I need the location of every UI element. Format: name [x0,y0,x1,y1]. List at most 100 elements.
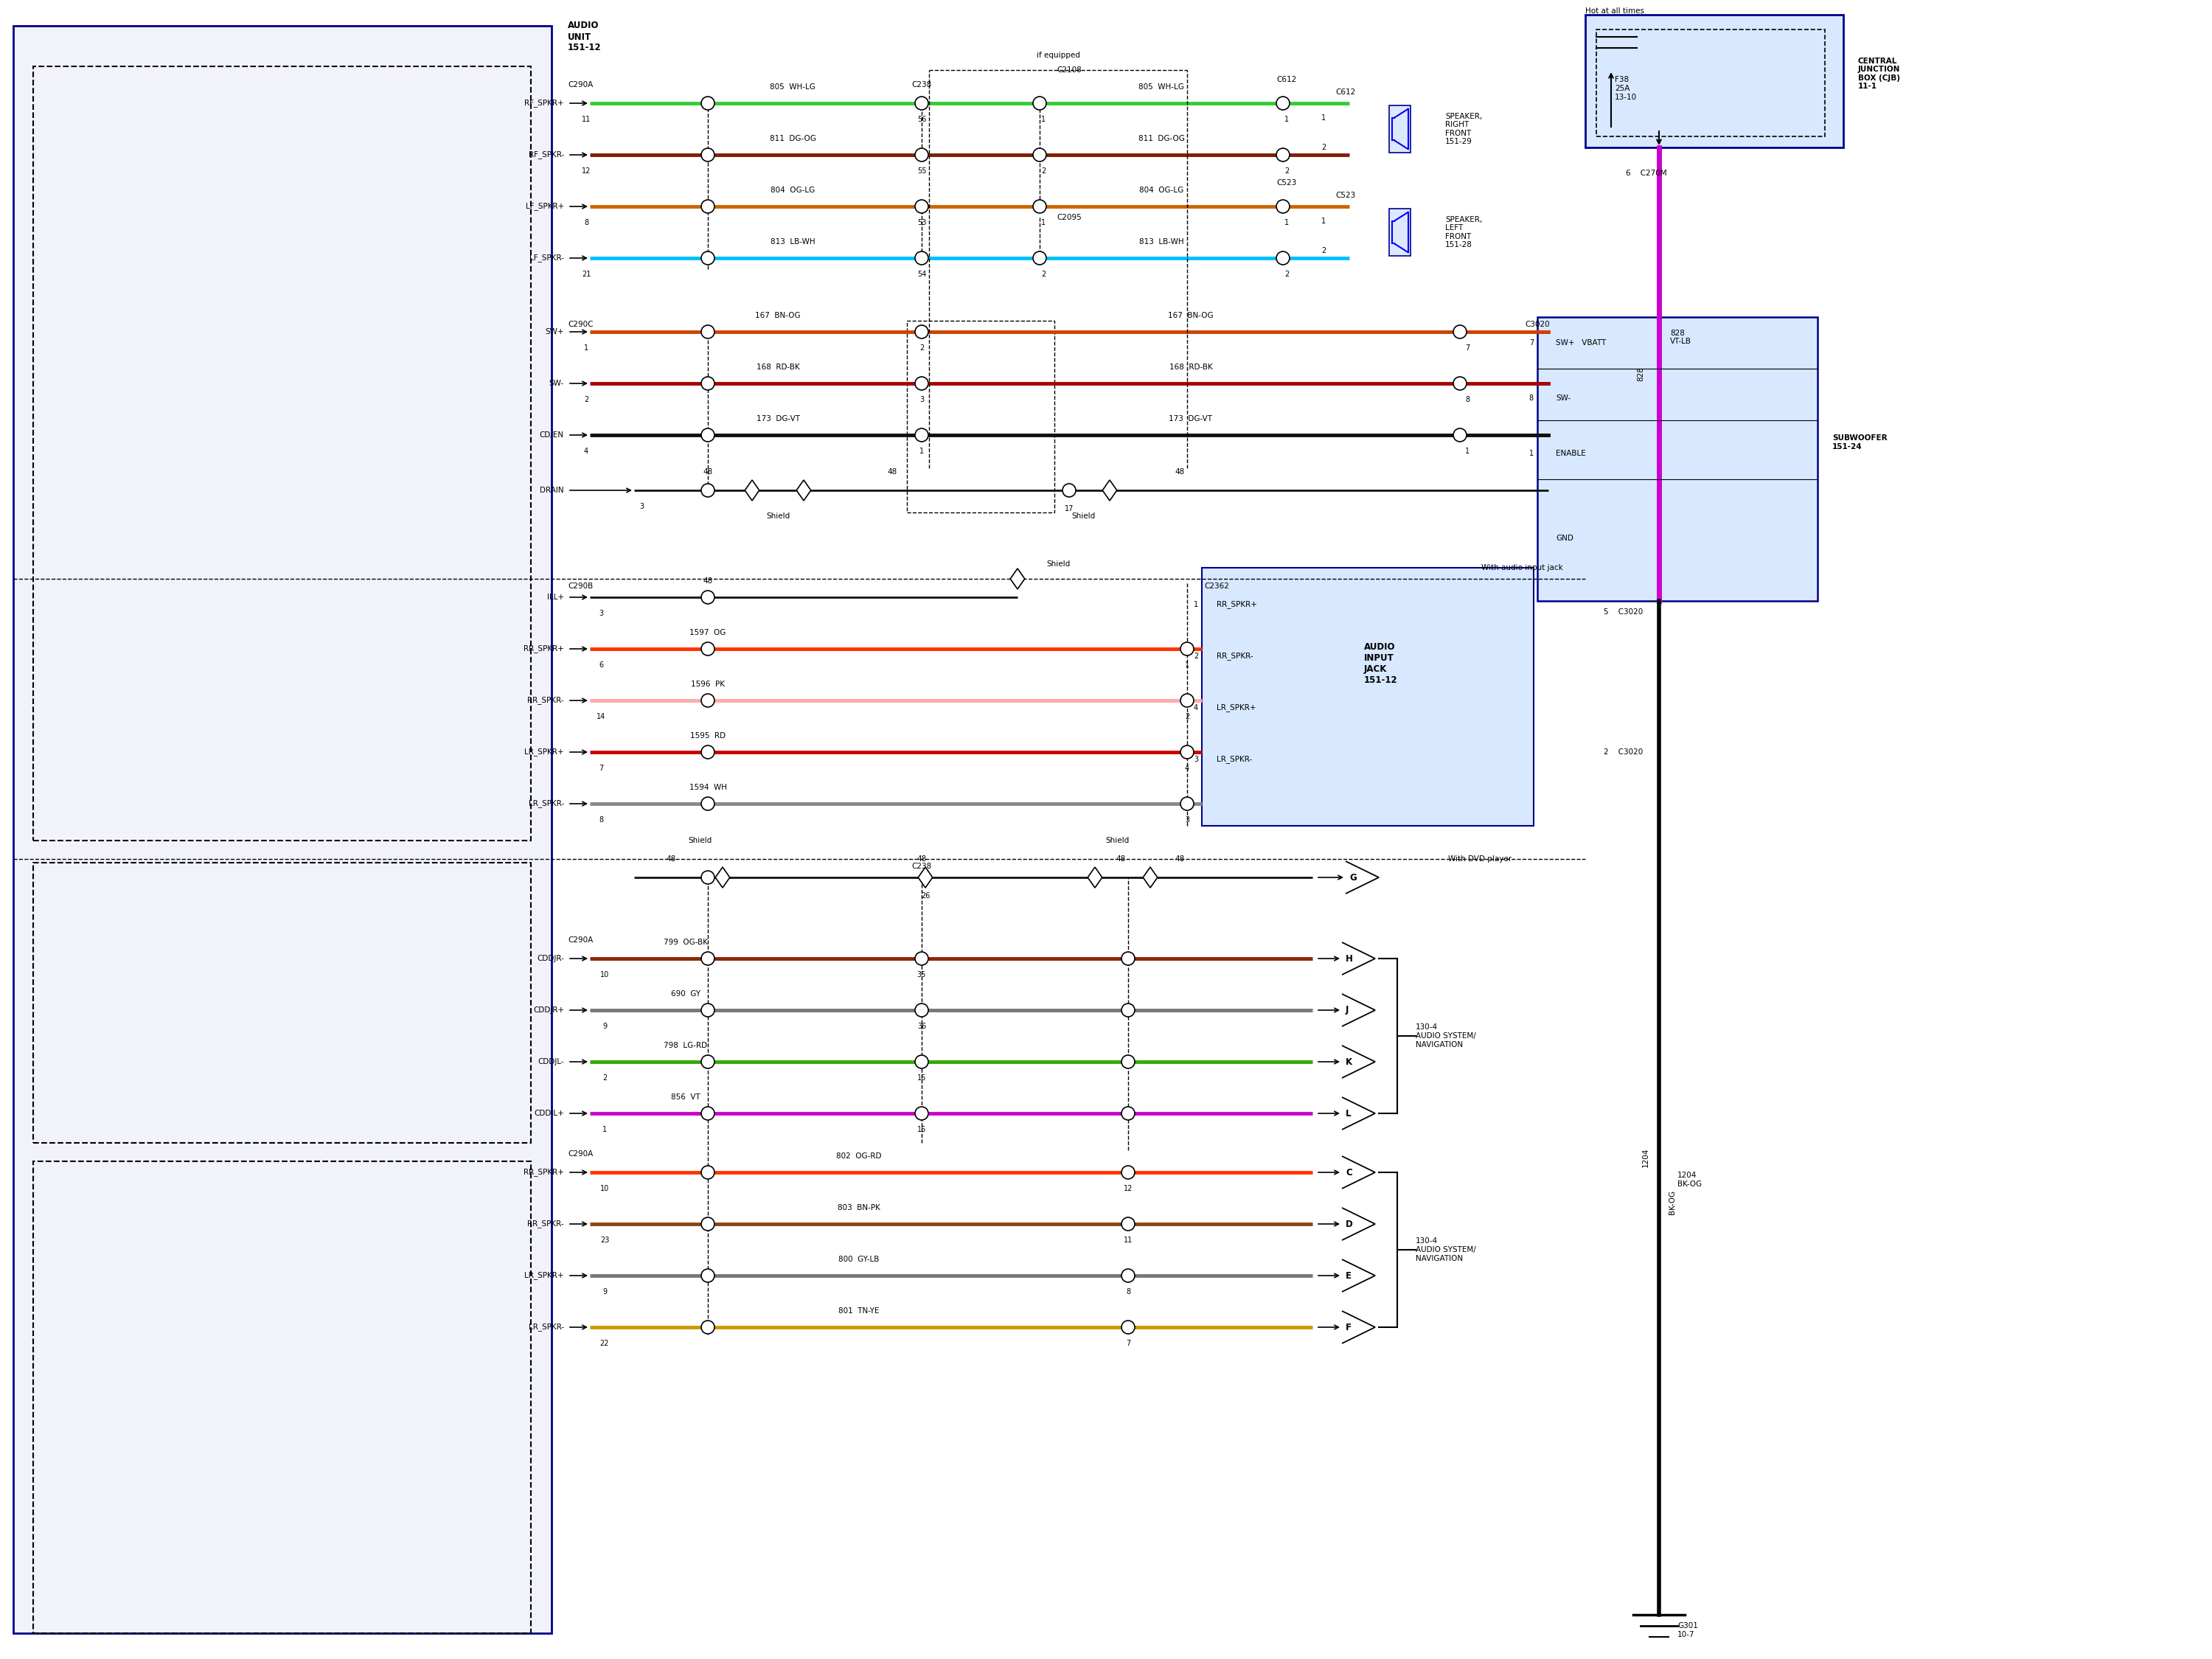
Circle shape [916,952,929,966]
Circle shape [916,199,929,212]
Text: CD/EN: CD/EN [540,431,564,438]
Circle shape [1121,1166,1135,1180]
Text: C612: C612 [1276,76,1296,83]
Text: H: H [1345,954,1354,964]
Text: C290B: C290B [568,582,593,591]
Text: 48: 48 [916,856,927,863]
Text: G301
10-7: G301 10-7 [1677,1623,1699,1637]
Text: 36: 36 [918,1022,927,1030]
Text: 1595  RD: 1595 RD [690,732,726,740]
Circle shape [701,1004,714,1017]
Polygon shape [1102,479,1117,501]
Text: CDDJL-: CDDJL- [538,1058,564,1065]
Circle shape [916,377,929,390]
Text: 26: 26 [920,893,929,899]
Text: 54: 54 [918,270,927,279]
Bar [13,27,551,1632]
Text: 3: 3 [639,503,644,511]
Text: 6    C270M: 6 C270M [1626,169,1668,178]
Circle shape [916,1004,929,1017]
Text: 17: 17 [1064,504,1073,513]
Text: 8: 8 [1464,397,1469,403]
Text: 15: 15 [918,1126,927,1133]
Text: GND: GND [1555,534,1573,542]
Text: C2362: C2362 [1203,582,1230,591]
Circle shape [1121,1321,1135,1334]
Text: 48: 48 [703,577,712,584]
Text: 167  BN-OG: 167 BN-OG [1168,312,1214,319]
Circle shape [1453,377,1467,390]
Text: 4: 4 [1186,765,1190,771]
Text: 799  OG-BK: 799 OG-BK [664,939,708,946]
Text: 1: 1 [1285,219,1290,226]
Text: 1: 1 [602,1126,606,1133]
Text: 23: 23 [599,1236,608,1244]
Text: 1: 1 [1186,662,1190,669]
Circle shape [1181,796,1194,810]
Circle shape [916,1055,929,1068]
Circle shape [1276,199,1290,212]
Text: 8: 8 [584,219,588,226]
Text: LF_SPKR-: LF_SPKR- [529,254,564,262]
Circle shape [701,952,714,966]
Text: SPEAKER,
LEFT
FRONT
151-28: SPEAKER, LEFT FRONT 151-28 [1444,216,1482,249]
Text: LR_SPKR+: LR_SPKR+ [524,1271,564,1279]
Text: 168  RD-BK: 168 RD-BK [1170,363,1212,372]
Text: CENTRAL
JUNCTION
BOX (CJB)
11-1: CENTRAL JUNCTION BOX (CJB) 11-1 [1858,56,1900,90]
Text: C290C: C290C [568,320,593,328]
Text: 173  DG-VT: 173 DG-VT [757,415,801,423]
Circle shape [916,148,929,161]
Text: 813  LB-WH: 813 LB-WH [770,239,814,246]
Text: 11: 11 [1124,1236,1133,1244]
Bar [1586,15,1843,148]
Circle shape [1121,1107,1135,1120]
Text: 10: 10 [599,1185,608,1193]
Text: LR_SPKR+: LR_SPKR+ [524,748,564,757]
Text: 53: 53 [918,219,927,226]
Text: 2: 2 [1042,168,1046,174]
Text: 1: 1 [1321,217,1325,226]
Text: 1: 1 [1528,450,1533,458]
Bar [1389,106,1411,153]
Text: LR_SPKR-: LR_SPKR- [529,1324,564,1331]
Text: 800  GY-LB: 800 GY-LB [838,1256,880,1262]
Text: 12: 12 [582,168,591,174]
Text: RR_SPKR-: RR_SPKR- [526,697,564,705]
Text: 6: 6 [599,662,604,669]
Polygon shape [714,868,730,888]
Text: CDDJR+: CDDJR+ [533,1007,564,1014]
Text: C2095: C2095 [1057,214,1082,221]
Circle shape [701,428,714,441]
Text: 1: 1 [1194,601,1199,609]
Text: 828: 828 [1637,367,1644,382]
Text: C238: C238 [911,81,931,88]
Text: 1: 1 [1321,114,1325,121]
Text: 805  WH-LG: 805 WH-LG [770,83,816,91]
Text: C290A: C290A [568,936,593,944]
Text: 1204: 1204 [1641,1148,1650,1168]
Circle shape [1033,96,1046,109]
Text: 2: 2 [1285,168,1290,174]
Text: 1204
BK-OG: 1204 BK-OG [1677,1171,1701,1188]
Text: SPEAKER,
RIGHT
FRONT
151-29: SPEAKER, RIGHT FRONT 151-29 [1444,113,1482,146]
Text: AUDIO
UNIT
151-12: AUDIO UNIT 151-12 [568,22,602,53]
Text: 2: 2 [920,345,925,352]
Text: RR_SPKR+: RR_SPKR+ [524,645,564,654]
Text: 802  OG-RD: 802 OG-RD [836,1153,883,1160]
Text: With DVD player: With DVD player [1449,856,1511,863]
Text: 4: 4 [584,448,588,455]
Text: 168  RD-BK: 168 RD-BK [757,363,799,372]
Text: 690  GY: 690 GY [670,990,701,997]
Text: G: G [1349,873,1356,883]
Text: 3: 3 [599,611,604,617]
Text: 56: 56 [918,116,927,123]
Text: 3: 3 [920,397,925,403]
Text: 21: 21 [582,270,591,279]
Text: ILL+: ILL+ [546,594,564,601]
Text: LR_SPKR-: LR_SPKR- [529,800,564,808]
Circle shape [701,591,714,604]
Text: 803  BN-PK: 803 BN-PK [838,1204,880,1211]
Text: J: J [1345,1005,1349,1015]
Circle shape [701,325,714,338]
Circle shape [701,796,714,810]
